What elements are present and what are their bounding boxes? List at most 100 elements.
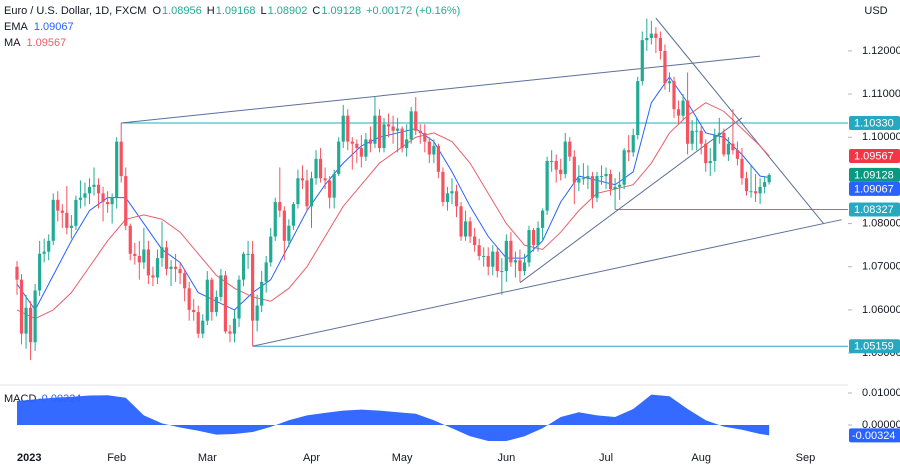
price-box <box>849 167 900 182</box>
price-box-label: 1.05159 <box>854 341 894 353</box>
candle-body <box>735 150 740 159</box>
price-pane <box>15 17 848 360</box>
candle-body <box>151 275 155 278</box>
candle-body <box>124 176 128 226</box>
currency: USD <box>864 5 887 17</box>
candle-body <box>269 236 273 263</box>
x-tick-label: Mar <box>198 452 217 464</box>
candle-body <box>278 201 282 211</box>
x-tick-label: Sep <box>796 452 816 464</box>
macd-price-box-label: -0.00324 <box>852 430 895 442</box>
candle-body <box>473 236 477 246</box>
candle-body <box>432 145 436 155</box>
candle-body <box>708 160 712 164</box>
candle-body <box>699 130 703 144</box>
candle-body <box>341 115 345 142</box>
candle-body <box>618 184 622 187</box>
candle-body <box>445 193 450 202</box>
candle-body <box>241 253 246 280</box>
candle-body <box>314 158 318 179</box>
price-box <box>849 339 900 354</box>
x-tick-label: Apr <box>303 452 320 464</box>
ohlc-name: L <box>260 5 266 17</box>
candle-body <box>273 201 277 237</box>
legend-name: MA <box>4 37 21 49</box>
y-tick-label: 1.06000 <box>862 304 900 316</box>
macd-price-box <box>849 428 900 443</box>
candle-body <box>405 139 409 149</box>
price-box-label: 1.10330 <box>854 117 894 129</box>
y-tick-label: 1.10000 <box>862 131 900 143</box>
x-tick-label: Aug <box>691 452 711 464</box>
ohlc-value: 1.08902 <box>268 5 308 17</box>
candle-body <box>495 251 499 272</box>
candle-body <box>228 331 232 334</box>
candle-body <box>332 173 336 198</box>
candle-body <box>450 191 454 194</box>
candle-body <box>223 275 228 332</box>
candle-body <box>260 281 264 306</box>
candle-body <box>518 260 522 272</box>
candle-body <box>264 262 268 282</box>
candle-body <box>287 225 291 241</box>
candle-body <box>704 143 708 164</box>
candle-body <box>28 307 33 343</box>
candle-body <box>160 247 164 259</box>
candle-body <box>110 197 114 205</box>
candle-body <box>337 141 341 174</box>
y-tick-label: 1.12000 <box>862 45 900 57</box>
candle-body <box>554 160 558 170</box>
candle-body <box>246 253 250 255</box>
candle-body <box>219 275 223 297</box>
candle-body <box>486 255 490 267</box>
candle-body <box>78 197 83 200</box>
candle-body <box>468 221 472 237</box>
candle-body <box>586 176 590 179</box>
price-box-label: 1.08327 <box>854 204 894 216</box>
candle-body <box>640 40 644 82</box>
candle-body <box>463 221 468 237</box>
candle-body <box>667 81 672 84</box>
macd-y-tick-label: 0.01000 <box>862 387 900 399</box>
candle-body <box>654 33 658 38</box>
candle-body <box>296 178 300 205</box>
candle-body <box>441 171 445 202</box>
ohlc-value: 1.09168 <box>216 5 256 17</box>
candle-body <box>142 249 146 263</box>
price-box-label: 1.09567 <box>854 150 894 162</box>
candle-body <box>509 240 513 263</box>
candle-body <box>500 271 504 273</box>
candle-body <box>69 225 73 228</box>
candle-body <box>713 135 717 161</box>
candle-body <box>631 135 635 153</box>
chart-title: Euro / U.S. Dollar, 1D, FXCM <box>4 5 146 17</box>
candle-body <box>187 288 191 310</box>
candle-body <box>169 266 173 269</box>
y-tick-label: 1.11000 <box>862 88 900 100</box>
candle-body <box>767 174 771 183</box>
candle-body <box>599 176 604 178</box>
candle-body <box>350 141 354 144</box>
candle-body <box>541 210 545 228</box>
candle-body <box>423 132 427 142</box>
candle-body <box>318 158 323 179</box>
candle-body <box>663 50 667 84</box>
candle-body <box>522 262 527 272</box>
candle-body <box>731 143 735 151</box>
macd-y-tick-label: 0.00000 <box>862 419 900 431</box>
candle-body <box>65 212 69 228</box>
candle-body <box>604 173 608 177</box>
macd-pane: MACD-0.00324 <box>4 393 770 441</box>
candle-body <box>690 130 694 144</box>
candle-body <box>454 191 459 207</box>
candle-body <box>391 126 395 131</box>
candle-body <box>359 148 363 157</box>
candle-body <box>87 186 92 194</box>
ohlc-name: C <box>312 5 320 17</box>
candle-body <box>232 318 237 334</box>
candle-body <box>577 178 581 183</box>
candle-body <box>676 109 681 116</box>
candle-body <box>92 184 96 187</box>
trendline <box>121 55 761 124</box>
